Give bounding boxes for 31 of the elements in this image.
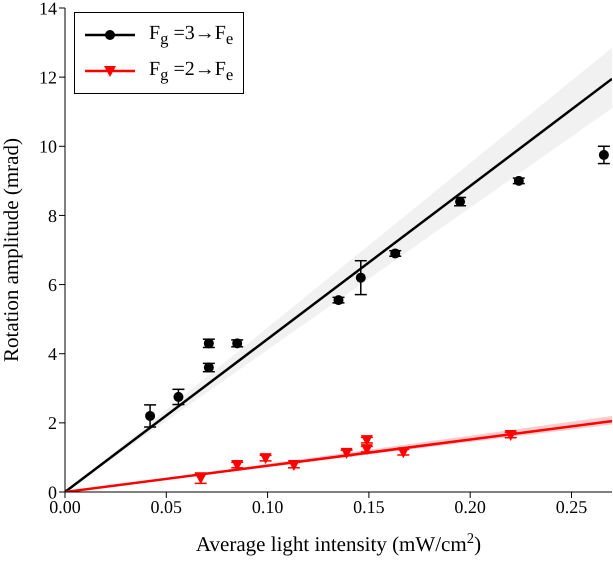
x-tick-label: 0.15 [353, 496, 385, 517]
y-tick-label: 2 [48, 413, 57, 434]
point [598, 150, 609, 160]
point [145, 410, 156, 421]
legend-label: F$_{g}$ =3→F$_{e}$ [149, 22, 234, 48]
y-tick-label: 12 [39, 68, 57, 88]
y-tick-label: 4 [48, 344, 57, 364]
point [504, 430, 517, 441]
x-tick-label: 0.10 [252, 496, 284, 517]
point [390, 248, 400, 258]
point [288, 460, 300, 472]
y-tick-label: 0 [48, 482, 57, 502]
legend-label: F$_{g}$ =2→F$_{e}$ [149, 58, 234, 84]
point [360, 444, 373, 456]
y-tick-label: 6 [48, 274, 57, 295]
point [231, 460, 244, 472]
point [514, 176, 524, 186]
x-tick-label: 0.05 [150, 496, 182, 517]
x-tick-label: 0.25 [556, 496, 588, 517]
point [340, 448, 353, 459]
x-tick-label: 0.20 [454, 496, 486, 517]
y-tick-label: 14 [39, 0, 57, 18]
point [356, 272, 366, 283]
point [397, 447, 410, 458]
y-tick-label: 10 [39, 136, 57, 157]
y-tick-label: 8 [48, 206, 57, 226]
x-axis-title: Average light intensity (mW/cm$^{2}$) [196, 531, 482, 556]
point [173, 392, 184, 402]
point [260, 453, 272, 464]
y-axis-title: Rotation amplitude (mrad) [0, 138, 23, 362]
point [334, 295, 344, 306]
